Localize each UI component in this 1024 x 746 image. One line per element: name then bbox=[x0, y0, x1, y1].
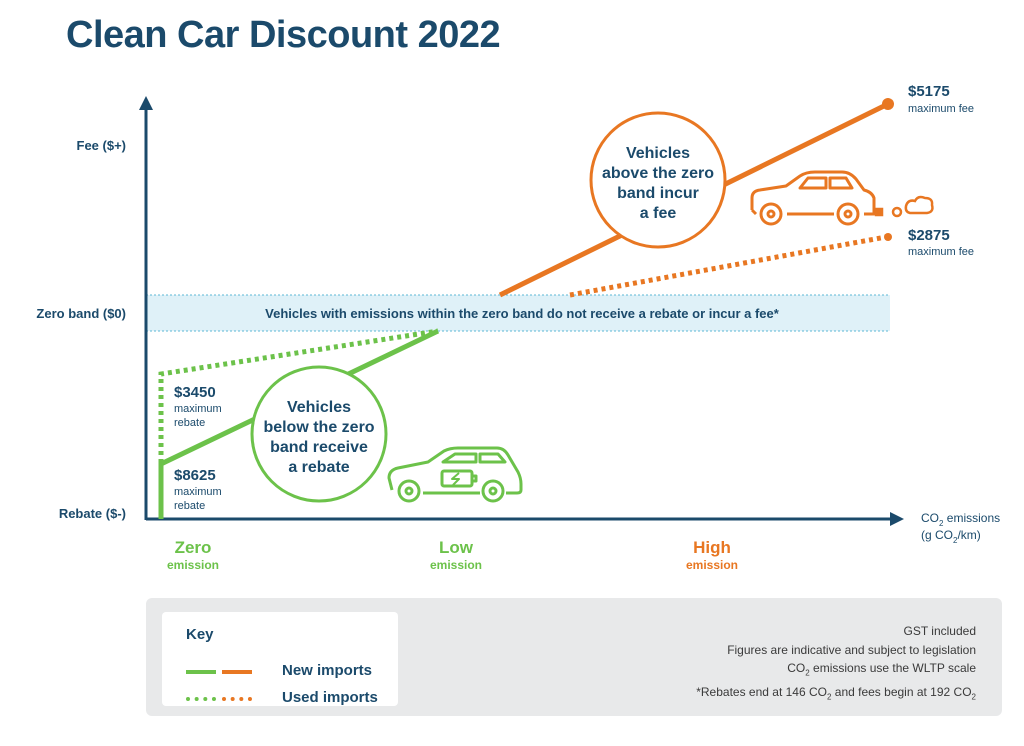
used-max-fee-caption: maximum fee bbox=[908, 246, 974, 258]
new-imports-max-fee-point bbox=[882, 98, 894, 110]
svg-text:a fee: a fee bbox=[640, 205, 677, 222]
svg-text:a rebate: a rebate bbox=[288, 459, 349, 476]
used-imports-orange-swatch bbox=[222, 697, 252, 701]
fee-bubble-text: Vehicles above the zero band incur a fee bbox=[602, 145, 714, 222]
zero-emission-label: Zero emission bbox=[167, 538, 219, 572]
y-axis-arrow bbox=[139, 96, 153, 110]
rebate-fee-diagram: Vehicles with emissions within the zero … bbox=[36, 83, 1000, 572]
footer-panel: Key New imports Used imports GST include… bbox=[146, 598, 1002, 716]
svg-text:Low: Low bbox=[439, 538, 474, 557]
svg-text:Vehicles: Vehicles bbox=[287, 399, 351, 416]
svg-text:emission: emission bbox=[167, 558, 219, 572]
used-imports-green-swatch bbox=[186, 697, 216, 701]
legend-used-imports-label: Used imports bbox=[282, 689, 378, 706]
footnotes: GST included Figures are indicative and … bbox=[696, 622, 976, 707]
new-max-rebate-caption-2: rebate bbox=[174, 500, 205, 512]
note-indicative: Figures are indicative and subject to le… bbox=[727, 642, 976, 657]
x-axis-arrow bbox=[890, 512, 904, 526]
chart-title: Clean Car Discount 2022 bbox=[66, 14, 501, 56]
legend-title: Key bbox=[186, 626, 214, 643]
used-max-rebate-caption-1: maximum bbox=[174, 403, 222, 415]
new-imports-orange-swatch bbox=[222, 670, 252, 674]
fee-axis-label: Fee ($+) bbox=[77, 138, 127, 153]
new-imports-green-swatch bbox=[186, 670, 216, 674]
exhaust-cloud-icon bbox=[874, 195, 934, 218]
legend-item-new-imports: New imports bbox=[186, 662, 396, 682]
svg-text:band receive: band receive bbox=[270, 439, 368, 456]
x-axis-label-line1: CO2 emissions bbox=[921, 511, 1000, 528]
used-max-rebate-value: $3450 bbox=[174, 384, 216, 401]
svg-text:High: High bbox=[693, 538, 731, 557]
svg-text:above the zero: above the zero bbox=[602, 165, 714, 182]
new-max-rebate-value: $8625 bbox=[174, 467, 216, 484]
note-gst: GST included bbox=[903, 624, 977, 638]
legend-new-imports-label: New imports bbox=[282, 662, 373, 679]
used-imports-max-fee-point bbox=[884, 233, 892, 241]
used-max-rebate-caption-2: rebate bbox=[174, 417, 205, 429]
low-emission-label: Low emission bbox=[430, 538, 482, 572]
legend-item-used-imports: Used imports bbox=[186, 689, 396, 709]
svg-text:below the zero: below the zero bbox=[263, 419, 374, 436]
svg-text:emission: emission bbox=[686, 558, 738, 572]
used-imports-fee-line bbox=[569, 234, 887, 298]
rebate-bubble bbox=[250, 365, 388, 503]
electric-car-icon bbox=[387, 446, 523, 503]
used-imports-rebate-line bbox=[158, 328, 439, 519]
fuel-car-icon bbox=[750, 170, 876, 226]
new-max-fee-caption: maximum fee bbox=[908, 103, 974, 115]
rebate-axis-label: Rebate ($-) bbox=[59, 506, 126, 521]
new-max-fee-value: $5175 bbox=[908, 83, 950, 100]
zero-band-text: Vehicles with emissions within the zero … bbox=[265, 306, 780, 321]
rebate-bubble-text: Vehicles below the zero band receive a r… bbox=[263, 399, 374, 476]
zero-band-axis-label: Zero band ($0) bbox=[36, 306, 126, 321]
svg-text:Vehicles: Vehicles bbox=[626, 145, 690, 162]
svg-text:Zero: Zero bbox=[175, 538, 212, 557]
x-axis-label-line2: (g CO2/km) bbox=[921, 528, 981, 545]
used-max-fee-value: $2875 bbox=[908, 227, 950, 244]
fee-bubble bbox=[589, 111, 727, 249]
note-thresholds: *Rebates end at 146 CO2 and fees begin a… bbox=[696, 684, 976, 702]
note-wltp: CO2 emissions use the WLTP scale bbox=[787, 661, 976, 678]
legend: Key New imports Used imports bbox=[162, 612, 398, 706]
svg-text:emission: emission bbox=[430, 558, 482, 572]
svg-text:band incur: band incur bbox=[617, 185, 699, 202]
new-max-rebate-caption-1: maximum bbox=[174, 486, 222, 498]
high-emission-label: High emission bbox=[686, 538, 738, 572]
zero-band bbox=[146, 295, 890, 331]
